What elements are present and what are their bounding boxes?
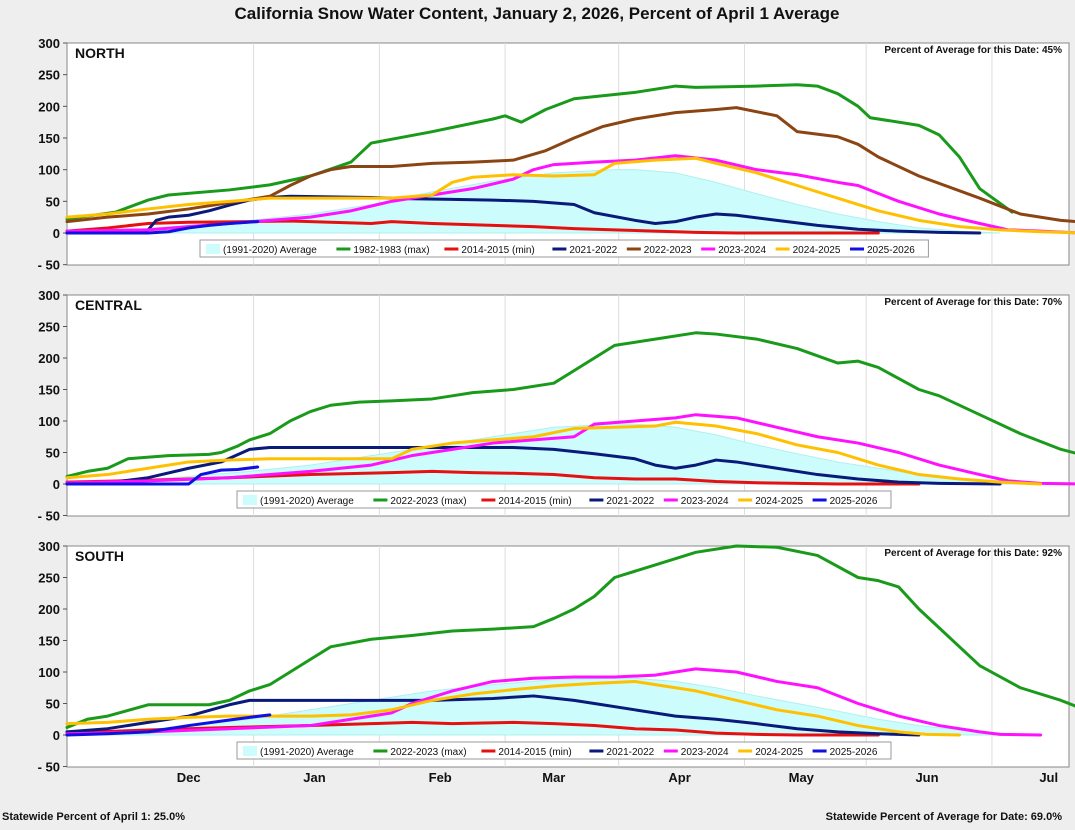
y-tick-label: 250 — [38, 68, 60, 83]
series-2014-2015-min — [65, 219, 880, 235]
percent-of-average-text: Percent of Average for this Date: 45% — [884, 45, 1062, 56]
legend-entry: 2014-2015 (min) — [498, 496, 571, 507]
x-tick-label: Feb — [429, 770, 452, 785]
legend-entry: 2024-2025 — [793, 245, 841, 256]
y-tick-label: 300 — [38, 36, 60, 51]
y-tick-label: 50 — [46, 194, 60, 209]
series-2024-2025 — [65, 156, 1075, 235]
y-tick-label: 100 — [38, 414, 60, 429]
y-tick-label: - 50 — [38, 509, 60, 524]
legend-box — [236, 490, 892, 509]
x-tick-label: Apr — [668, 770, 690, 785]
y-tick-label: 100 — [38, 665, 60, 680]
region-label: SOUTH — [75, 548, 124, 564]
chart-title: California Snow Water Content, January 2… — [235, 4, 840, 23]
y-tick-label: 150 — [38, 131, 60, 146]
y-tick-label: 200 — [38, 99, 60, 114]
x-tick-label: May — [789, 770, 815, 785]
series-2025-2026 — [65, 220, 260, 235]
series-1991-2020-average — [66, 677, 1041, 736]
y-tick-label: 250 — [38, 320, 60, 335]
legend-swatch — [206, 244, 220, 254]
series-2022-2023-max — [65, 331, 1075, 478]
y-tick-label: 50 — [46, 697, 60, 712]
y-tick-label: 0 — [53, 477, 60, 492]
x-tick-label: Jan — [303, 770, 325, 785]
legend-box — [236, 741, 892, 760]
legend-swatch — [243, 495, 257, 505]
legend-entry: 2021-2022 — [606, 496, 654, 507]
x-tick-label: Dec — [177, 770, 201, 785]
legend-entry: 2023-2024 — [681, 496, 729, 507]
y-tick-label: 100 — [38, 163, 60, 178]
legend-entry: 2022-2023 — [644, 245, 692, 256]
legend-entry: 2023-2024 — [681, 747, 729, 758]
x-tick-label: Mar — [542, 770, 565, 785]
legend-entry: 2024-2025 — [755, 496, 803, 507]
y-tick-label: 250 — [38, 571, 60, 586]
y-tick-label: 150 — [38, 383, 60, 398]
legend-entry: 2025-2026 — [830, 747, 878, 758]
series-2024-2025 — [65, 420, 1043, 486]
footer-right: Statewide Percent of Average for Date: 6… — [826, 811, 1063, 823]
legend-entry: 2022-2023 (max) — [390, 747, 466, 758]
legend-entry: 2023-2024 — [718, 245, 766, 256]
region-label: CENTRAL — [75, 297, 142, 313]
y-tick-label: - 50 — [38, 258, 60, 273]
series-2021-2022 — [65, 694, 921, 737]
legend-entry: 1982-1983 (max) — [353, 245, 429, 256]
legend-entry: 2025-2026 — [830, 496, 878, 507]
legend-entry: (1991-2020) Average — [260, 747, 354, 758]
series-2024-2025 — [65, 679, 961, 737]
y-tick-label: 200 — [38, 351, 60, 366]
y-tick-label: 50 — [46, 446, 60, 461]
legend-entry: (1991-2020) Average — [223, 245, 317, 256]
legend-entry: 2024-2025 — [755, 747, 803, 758]
y-tick-label: 300 — [38, 288, 60, 303]
series-2025-2026 — [65, 713, 272, 737]
legend-entry: 2014-2015 (min) — [498, 747, 571, 758]
y-tick-label: 0 — [53, 728, 60, 743]
x-tick-label: Jun — [915, 770, 938, 785]
legend-swatch — [243, 746, 257, 756]
percent-of-average-text: Percent of Average for this Date: 70% — [884, 297, 1062, 308]
series-2023-2024 — [65, 667, 1043, 737]
y-tick-label: 150 — [38, 634, 60, 649]
series-2023-2024 — [65, 154, 1075, 235]
y-tick-label: - 50 — [38, 760, 60, 775]
y-tick-label: 0 — [53, 226, 60, 241]
series-2021-2022 — [65, 445, 1002, 486]
y-tick-label: 300 — [38, 539, 60, 554]
footer-left: Statewide Percent of April 1: 25.0% — [2, 811, 185, 823]
legend-entry: 2021-2022 — [569, 245, 617, 256]
series-2022-2023 — [65, 106, 1075, 224]
region-label: NORTH — [75, 45, 125, 61]
legend-entry: 2025-2026 — [867, 245, 915, 256]
legend-entry: 2021-2022 — [606, 747, 654, 758]
series-1982-1983-max — [65, 83, 1014, 221]
series-2022-2023-max — [65, 544, 1075, 729]
legend-entry: 2014-2015 (min) — [461, 245, 534, 256]
series-2023-2024 — [65, 413, 1075, 486]
legend-entry: 2022-2023 (max) — [390, 496, 466, 507]
series-2025-2026 — [65, 465, 260, 486]
y-tick-label: 200 — [38, 602, 60, 617]
legend-entry: (1991-2020) Average — [260, 496, 354, 507]
percent-of-average-text: Percent of Average for this Date: 92% — [884, 548, 1062, 559]
series-2021-2022 — [65, 194, 982, 235]
series-2014-2015-min — [65, 469, 921, 486]
x-tick-label: Jul — [1039, 770, 1058, 785]
